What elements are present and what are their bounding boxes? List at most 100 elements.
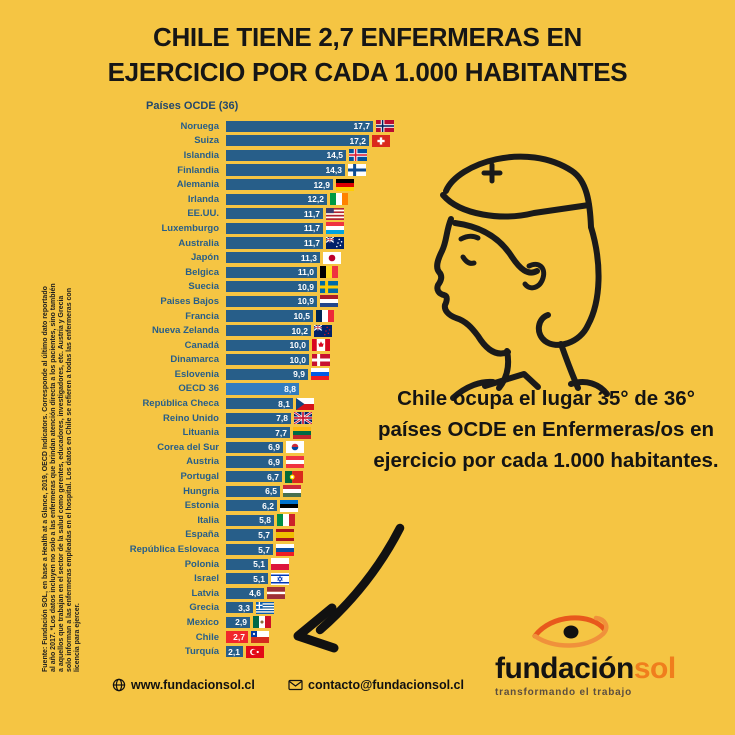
page-title: CHILE TIENE 2,7 ENFERMERAS EN EJERCICIO … [0,20,735,90]
chart-row: Latvia 4,6 [0,586,460,601]
value-label: 10,5 [293,311,310,322]
flag-icon-estonia [280,499,298,512]
country-label: Japón [191,252,219,264]
flag-icon-alemania [336,178,354,191]
country-label: Mexico [186,616,219,628]
flag-icon-suecia [320,280,338,293]
value-label: 5,8 [259,515,271,526]
value-bar: 6,5 [226,485,280,497]
value-label: 9,9 [293,369,305,380]
source-label: Fuente: [42,646,49,672]
value-bar: 5,7 [226,529,273,541]
country-label: Suiza [194,135,219,147]
nurse-eye [460,254,477,266]
nurse-cap-brim [440,192,592,220]
flag-icon-latvia [267,587,285,600]
flag-placeholder [302,383,320,395]
flag-icon-eslovenia [311,368,329,381]
flag-icon-irlanda [330,193,348,206]
value-bar: 6,7 [226,470,282,483]
value-label: 11,3 [300,252,317,263]
annotation-text: Chile ocupa el lugar 35° de 36° países O… [373,387,719,472]
value-label: 5,7 [258,529,270,540]
value-label: 17,7 [353,121,370,132]
value-bar: 11,7 [226,222,323,235]
value-bar: 10,9 [226,281,317,293]
chart-row: Suecia 10,9 [0,280,460,295]
flag-icon-ee-uu- [326,207,344,220]
chart-row: Israel 5,1 [0,571,460,586]
value-label: 6,5 [265,486,277,497]
value-bar: 2,1 [226,646,243,658]
country-label: Francia [185,310,219,322]
website-text: www.fundacionsol.cl [131,678,255,692]
value-bar: 11,7 [226,237,323,249]
chart-row: Paises Bajos 10,9 [0,294,460,309]
eye-icon [532,615,609,648]
flag-icon-noruega [376,120,394,133]
chart-row: Estonia 6,2 [0,498,460,513]
chart-row: Mexico 2,9 [0,615,460,630]
value-bar: 6,2 [226,500,277,512]
country-label: Reino Unido [163,412,219,424]
value-bar: 10,2 [226,325,311,337]
value-label: 11,7 [303,238,320,249]
value-label: 4,6 [249,588,261,599]
source-text: Fundación SOL, en base a Health at a Gla… [42,283,82,672]
value-label: 5,1 [253,573,265,584]
chart-row: Suiza 17,2 [0,134,460,149]
flag-icon-jap-n [323,251,341,264]
country-label: Eslovenia [174,368,219,380]
value-bar: 2,9 [226,616,250,629]
country-label: Latvia [191,587,219,599]
value-bar: 10,0 [226,339,309,351]
source-note: Fuente: Fundación SOL, en base a Health … [42,282,104,672]
country-label: Canadá [184,339,219,351]
value-bar: 7,7 [226,427,290,439]
value-bar: 5,8 [226,514,274,526]
flag-icon-belgica [320,266,338,279]
flag-icon-polonia [271,558,289,571]
chart-row: Australia 11,7 [0,236,460,251]
flag-icon-italia [277,514,295,527]
value-label: 7,7 [275,427,287,438]
country-label: Luxemburgo [161,222,219,234]
country-label: Belgica [185,266,219,278]
chart-row: Alemania 12,9 [0,177,460,192]
value-label: 10,9 [297,296,314,307]
country-label: Estonia [184,500,219,512]
chart-row: Corea del Sur 6,9 [0,440,460,455]
logo-sol: sol [633,652,676,685]
globe-icon [112,678,126,692]
chart-row: Nueva Zelanda 10,2 [0,323,460,338]
country-label: Italia [197,514,219,526]
country-label: Polonia [184,558,219,570]
country-label: España [185,529,219,541]
flag-icon-rep-blica-eslovaca [276,543,294,556]
flag-icon-islandia [349,149,367,162]
flag-icon-espa-a [276,528,294,541]
value-label: 12,2 [307,194,324,205]
nurse-cap [443,153,594,230]
website-link[interactable]: www.fundacionsol.cl [112,678,255,692]
value-bar: 8,8 [226,383,299,395]
logo-tagline: transformando el trabajo [495,687,632,698]
value-label: 10,9 [297,281,314,292]
country-label: Dinamarca [170,354,219,366]
chart-row: Irlanda 12,2 [0,192,460,207]
value-label: 5,1 [253,559,265,570]
chart-row: Portugal 6,7 [0,469,460,484]
value-label: 6,7 [267,471,279,482]
value-bar: 5,1 [226,573,268,585]
flag-icon-rep-blica-checa [296,397,314,410]
chart-row: España 5,7 [0,528,460,543]
email-link[interactable]: contacto@fundacionsol.cl [288,678,464,692]
country-label: EE.UU. [187,208,219,220]
country-label: Grecia [189,602,219,614]
value-bar: 4,6 [226,587,264,599]
chart-row: Grecia 3,3 [0,601,460,616]
value-label: 17,2 [349,135,366,146]
value-label: 12,9 [313,179,330,190]
value-bar: 8,1 [226,397,293,410]
value-bar: 5,7 [226,543,273,556]
